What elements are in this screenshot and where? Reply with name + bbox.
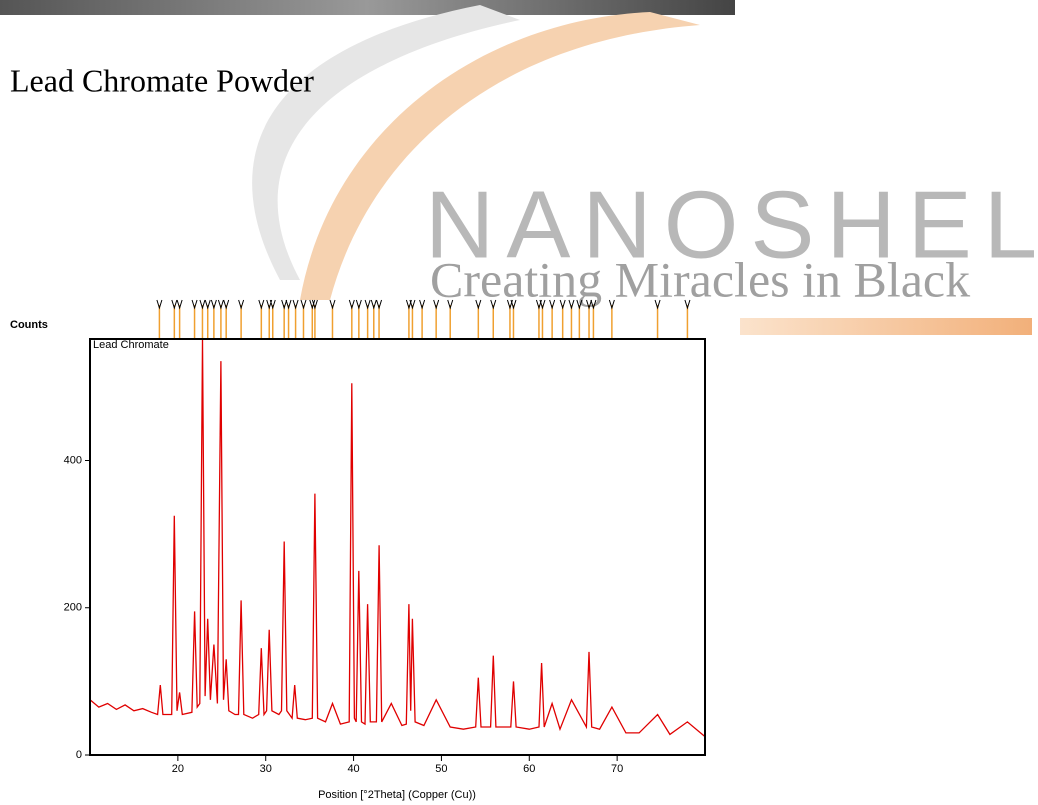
plot-frame [90, 339, 705, 755]
reference-marker [259, 300, 264, 308]
reference-marker [356, 300, 361, 308]
reference-marker [157, 300, 162, 308]
x-tick-label: 70 [611, 763, 623, 775]
reference-marker [293, 300, 298, 308]
diffraction-line [90, 339, 705, 737]
x-axis-label: Position [°2Theta] (Copper (Cu)) [318, 789, 476, 801]
reference-marker [211, 300, 216, 308]
page-title: Lead Chromate Powder [10, 62, 314, 98]
y-tick-label: 400 [64, 454, 82, 466]
reference-marker [205, 300, 210, 308]
x-tick-label: 50 [435, 763, 447, 775]
x-tick-label: 20 [172, 763, 184, 775]
reference-marker [377, 300, 382, 308]
page: {"header": {"title": "Lead Chromate Powd… [0, 0, 1038, 805]
reference-marker [218, 300, 223, 308]
reference-marker [365, 300, 370, 308]
reference-marker [349, 300, 354, 308]
reference-marker [200, 300, 205, 308]
y-tick-label: 0 [76, 749, 82, 761]
document: NANOSHEL Creating Miracles in Black Lead… [0, 0, 1038, 805]
reference-marker [270, 300, 275, 308]
header-image [0, 0, 735, 15]
x-tick-label: 60 [523, 763, 535, 775]
watermark-tagline: Creating Miracles in Black [430, 251, 970, 307]
y-axis-label: Counts [10, 319, 48, 331]
reference-marker [224, 300, 229, 308]
reference-marker [286, 300, 291, 308]
reference-marker [239, 300, 244, 308]
x-tick-label: 30 [260, 763, 272, 775]
y-tick-label: 200 [64, 602, 82, 614]
series-label: Lead Chromate [93, 339, 169, 351]
watermark-bar [740, 318, 1032, 335]
reference-marker [301, 300, 306, 308]
reference-marker [371, 300, 376, 308]
reference-marker [172, 300, 177, 308]
reference-marker [330, 300, 335, 308]
reference-marker [177, 300, 182, 308]
reference-marker [192, 300, 197, 308]
x-tick-label: 40 [347, 763, 359, 775]
reference-marker [420, 300, 425, 308]
reference-marker [410, 300, 415, 308]
